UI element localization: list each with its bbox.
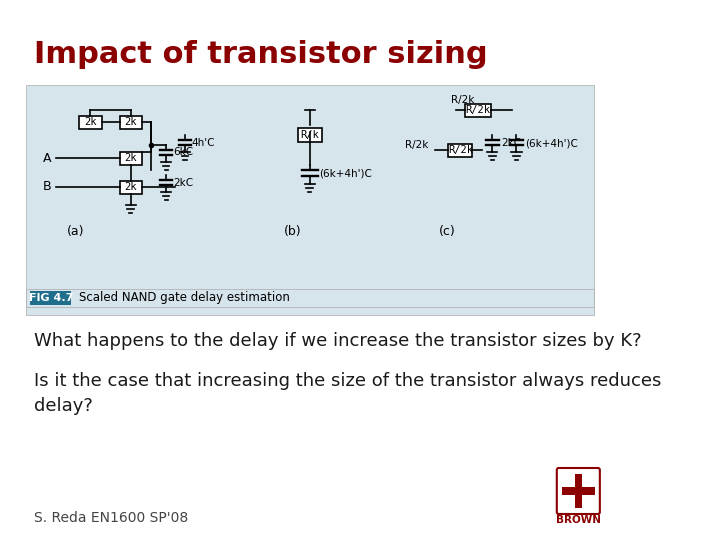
Bar xyxy=(564,496,572,504)
Text: (a): (a) xyxy=(67,226,85,239)
Text: (c): (c) xyxy=(439,226,456,239)
Text: Scaled NAND gate delay estimation: Scaled NAND gate delay estimation xyxy=(79,292,290,305)
Text: R/2k: R/2k xyxy=(465,105,490,115)
Text: 2k: 2k xyxy=(125,117,137,127)
Bar xyxy=(120,180,142,193)
Text: 2k: 2k xyxy=(84,117,96,127)
Text: Is it the case that increasing the size of the transistor always reduces
delay?: Is it the case that increasing the size … xyxy=(35,372,662,415)
Text: What happens to the delay if we increase the transistor sizes by K?: What happens to the delay if we increase… xyxy=(35,332,642,350)
FancyBboxPatch shape xyxy=(557,468,600,514)
Bar xyxy=(449,144,472,157)
Text: (6k+4h')C: (6k+4h')C xyxy=(319,168,372,178)
Text: S. Reda EN1600 SP'08: S. Reda EN1600 SP'08 xyxy=(35,511,189,525)
Text: 2kC: 2kC xyxy=(173,178,193,188)
Text: 2k: 2k xyxy=(125,182,137,192)
Bar xyxy=(562,487,595,495)
Text: B: B xyxy=(43,180,52,193)
Text: (b): (b) xyxy=(284,226,302,239)
Bar xyxy=(30,291,71,305)
Text: R/k: R/k xyxy=(300,130,319,140)
Bar xyxy=(464,104,490,117)
Bar xyxy=(298,128,322,142)
FancyBboxPatch shape xyxy=(26,85,594,315)
Text: 6kC: 6kC xyxy=(173,147,193,157)
Bar xyxy=(585,478,593,486)
Bar xyxy=(120,116,142,129)
Bar xyxy=(564,478,572,486)
Text: R/2k: R/2k xyxy=(405,140,428,150)
Text: R/2k: R/2k xyxy=(451,95,474,105)
Text: Impact of transistor sizing: Impact of transistor sizing xyxy=(35,40,488,69)
Bar xyxy=(120,152,142,165)
Bar xyxy=(575,474,582,508)
Text: 2k: 2k xyxy=(125,153,137,163)
Text: 2kC: 2kC xyxy=(501,138,521,148)
Text: 4h'C: 4h'C xyxy=(192,138,215,148)
Text: R/2k: R/2k xyxy=(448,145,473,155)
Text: FIG 4.7: FIG 4.7 xyxy=(29,293,73,303)
Bar xyxy=(585,496,593,504)
Text: (6k+4h')C: (6k+4h')C xyxy=(525,138,578,148)
Text: A: A xyxy=(43,152,52,165)
Bar xyxy=(79,116,102,129)
Text: BROWN: BROWN xyxy=(556,515,600,525)
Bar xyxy=(26,289,594,307)
